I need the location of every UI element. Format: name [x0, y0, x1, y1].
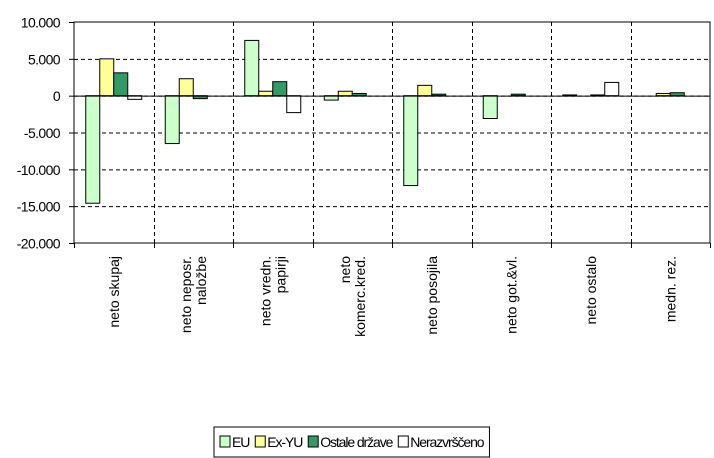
bars	[85, 39, 685, 204]
bar-nerazvr-eno-6	[604, 81, 620, 97]
y-tick-label: 0	[53, 88, 61, 104]
x-category-label: papirji	[272, 256, 288, 293]
bar-ostale-dr-ave-5	[510, 93, 526, 97]
legend-swatch	[219, 435, 231, 448]
axes	[69, 22, 711, 248]
x-category-label: neto vredn.	[257, 256, 273, 326]
legend-box	[213, 426, 490, 458]
bar-nerazvr-eno-2	[286, 95, 302, 114]
axis-labels: 10.000 5.000 0 -5.000 -10.000 -15.000 -20.000 n…	[17, 15, 679, 337]
bar-ostale-dr-ave-3	[351, 92, 367, 97]
legend-label: Ostale države	[320, 434, 393, 450]
legend-swatch	[307, 435, 319, 448]
bar-eu-2	[244, 39, 260, 97]
x-category-label: neto skupaj	[106, 256, 122, 328]
x-category-label: komerc.kred.	[352, 256, 368, 337]
y-tick-label: 5.000	[28, 51, 61, 67]
legend-swatch	[397, 435, 409, 448]
bar-ostale-dr-ave-4	[431, 93, 447, 97]
bar-ostale-dr-ave-7	[669, 92, 685, 97]
bar-eu-5	[482, 95, 498, 120]
x-category-label: neto posojila	[424, 256, 440, 335]
x-category-label: medn. rez.	[662, 256, 678, 322]
bar-ex-yu-4	[417, 84, 433, 97]
bar-ex-yu-7	[655, 92, 671, 97]
x-category-label: neto got.&vl.	[503, 256, 519, 334]
y-tick-label: -20.000	[17, 236, 61, 252]
y-tick-label: -15.000	[17, 199, 61, 215]
bar-ex-yu-1	[178, 78, 194, 97]
bar-ostale-dr-ave-2	[272, 81, 288, 97]
y-tick-label: -10.000	[17, 162, 61, 178]
legend-label: Ex-YU	[267, 434, 303, 450]
x-category-label: naložbe	[193, 256, 209, 305]
bar-ex-yu-2	[258, 90, 274, 97]
x-category-label: neto	[337, 256, 353, 283]
x-category-label: neto ostalo	[583, 256, 599, 325]
bar-eu-4	[403, 95, 419, 187]
y-tick-label: -5.000	[24, 125, 61, 141]
bar-ostale-dr-ave-0	[113, 72, 129, 97]
bar-eu-1	[164, 95, 180, 145]
legend-label: Nerazvrščeno	[410, 434, 484, 450]
legend-label: EU	[232, 434, 250, 450]
bar-ex-yu-0	[99, 58, 115, 97]
bar-ex-yu-3	[337, 90, 353, 97]
x-category-label: neto neposr.	[178, 256, 194, 333]
bar-eu-0	[85, 95, 101, 204]
legend-swatch	[254, 435, 266, 448]
legend: EU Ex-YU Ostale države Nerazvrščeno	[213, 426, 490, 458]
y-tick-label: 10.000	[21, 15, 61, 31]
